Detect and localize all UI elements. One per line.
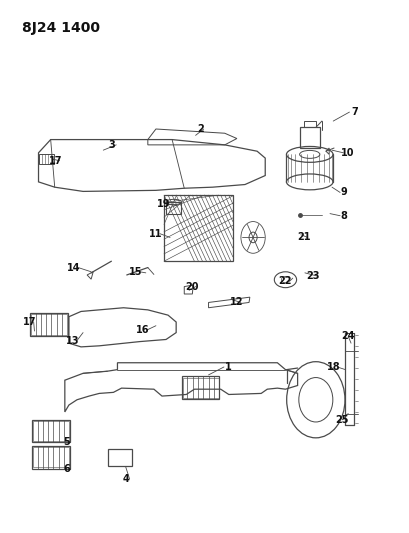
Text: 9: 9	[341, 188, 348, 197]
Text: 17: 17	[49, 156, 62, 166]
Text: 25: 25	[335, 415, 349, 425]
Text: 5: 5	[63, 437, 70, 447]
Text: 19: 19	[157, 199, 170, 209]
Bar	[183, 377, 219, 398]
Bar	[108, 449, 133, 466]
Bar	[33, 447, 69, 467]
Text: 6: 6	[63, 464, 70, 473]
Bar	[32, 446, 70, 469]
Text: 4: 4	[122, 474, 129, 484]
Text: 14: 14	[67, 263, 81, 272]
Text: 17: 17	[23, 317, 36, 327]
Text: 20: 20	[185, 281, 198, 292]
Text: 10: 10	[341, 148, 354, 158]
Text: 15: 15	[129, 267, 142, 277]
Bar	[32, 420, 70, 442]
Bar	[38, 154, 54, 165]
Text: 8: 8	[341, 211, 348, 221]
Bar	[33, 421, 69, 441]
Text: 7: 7	[351, 107, 357, 117]
Text: 22: 22	[279, 276, 292, 286]
Bar	[166, 202, 182, 214]
Text: 18: 18	[327, 362, 341, 372]
Bar	[31, 313, 67, 335]
Text: 23: 23	[306, 271, 320, 281]
Text: 13: 13	[66, 336, 80, 345]
Bar	[300, 127, 320, 148]
Text: 11: 11	[149, 229, 163, 239]
Text: 12: 12	[230, 297, 244, 308]
Text: 2: 2	[197, 124, 204, 134]
Bar	[304, 121, 316, 127]
Text: 1: 1	[225, 362, 232, 372]
Bar	[182, 376, 220, 399]
Bar	[30, 312, 67, 336]
Text: 21: 21	[297, 232, 310, 243]
Bar	[164, 195, 233, 261]
Text: 24: 24	[342, 332, 355, 341]
Text: 8J24 1400: 8J24 1400	[22, 21, 100, 35]
Text: 16: 16	[136, 325, 150, 335]
Text: 3: 3	[108, 140, 115, 150]
